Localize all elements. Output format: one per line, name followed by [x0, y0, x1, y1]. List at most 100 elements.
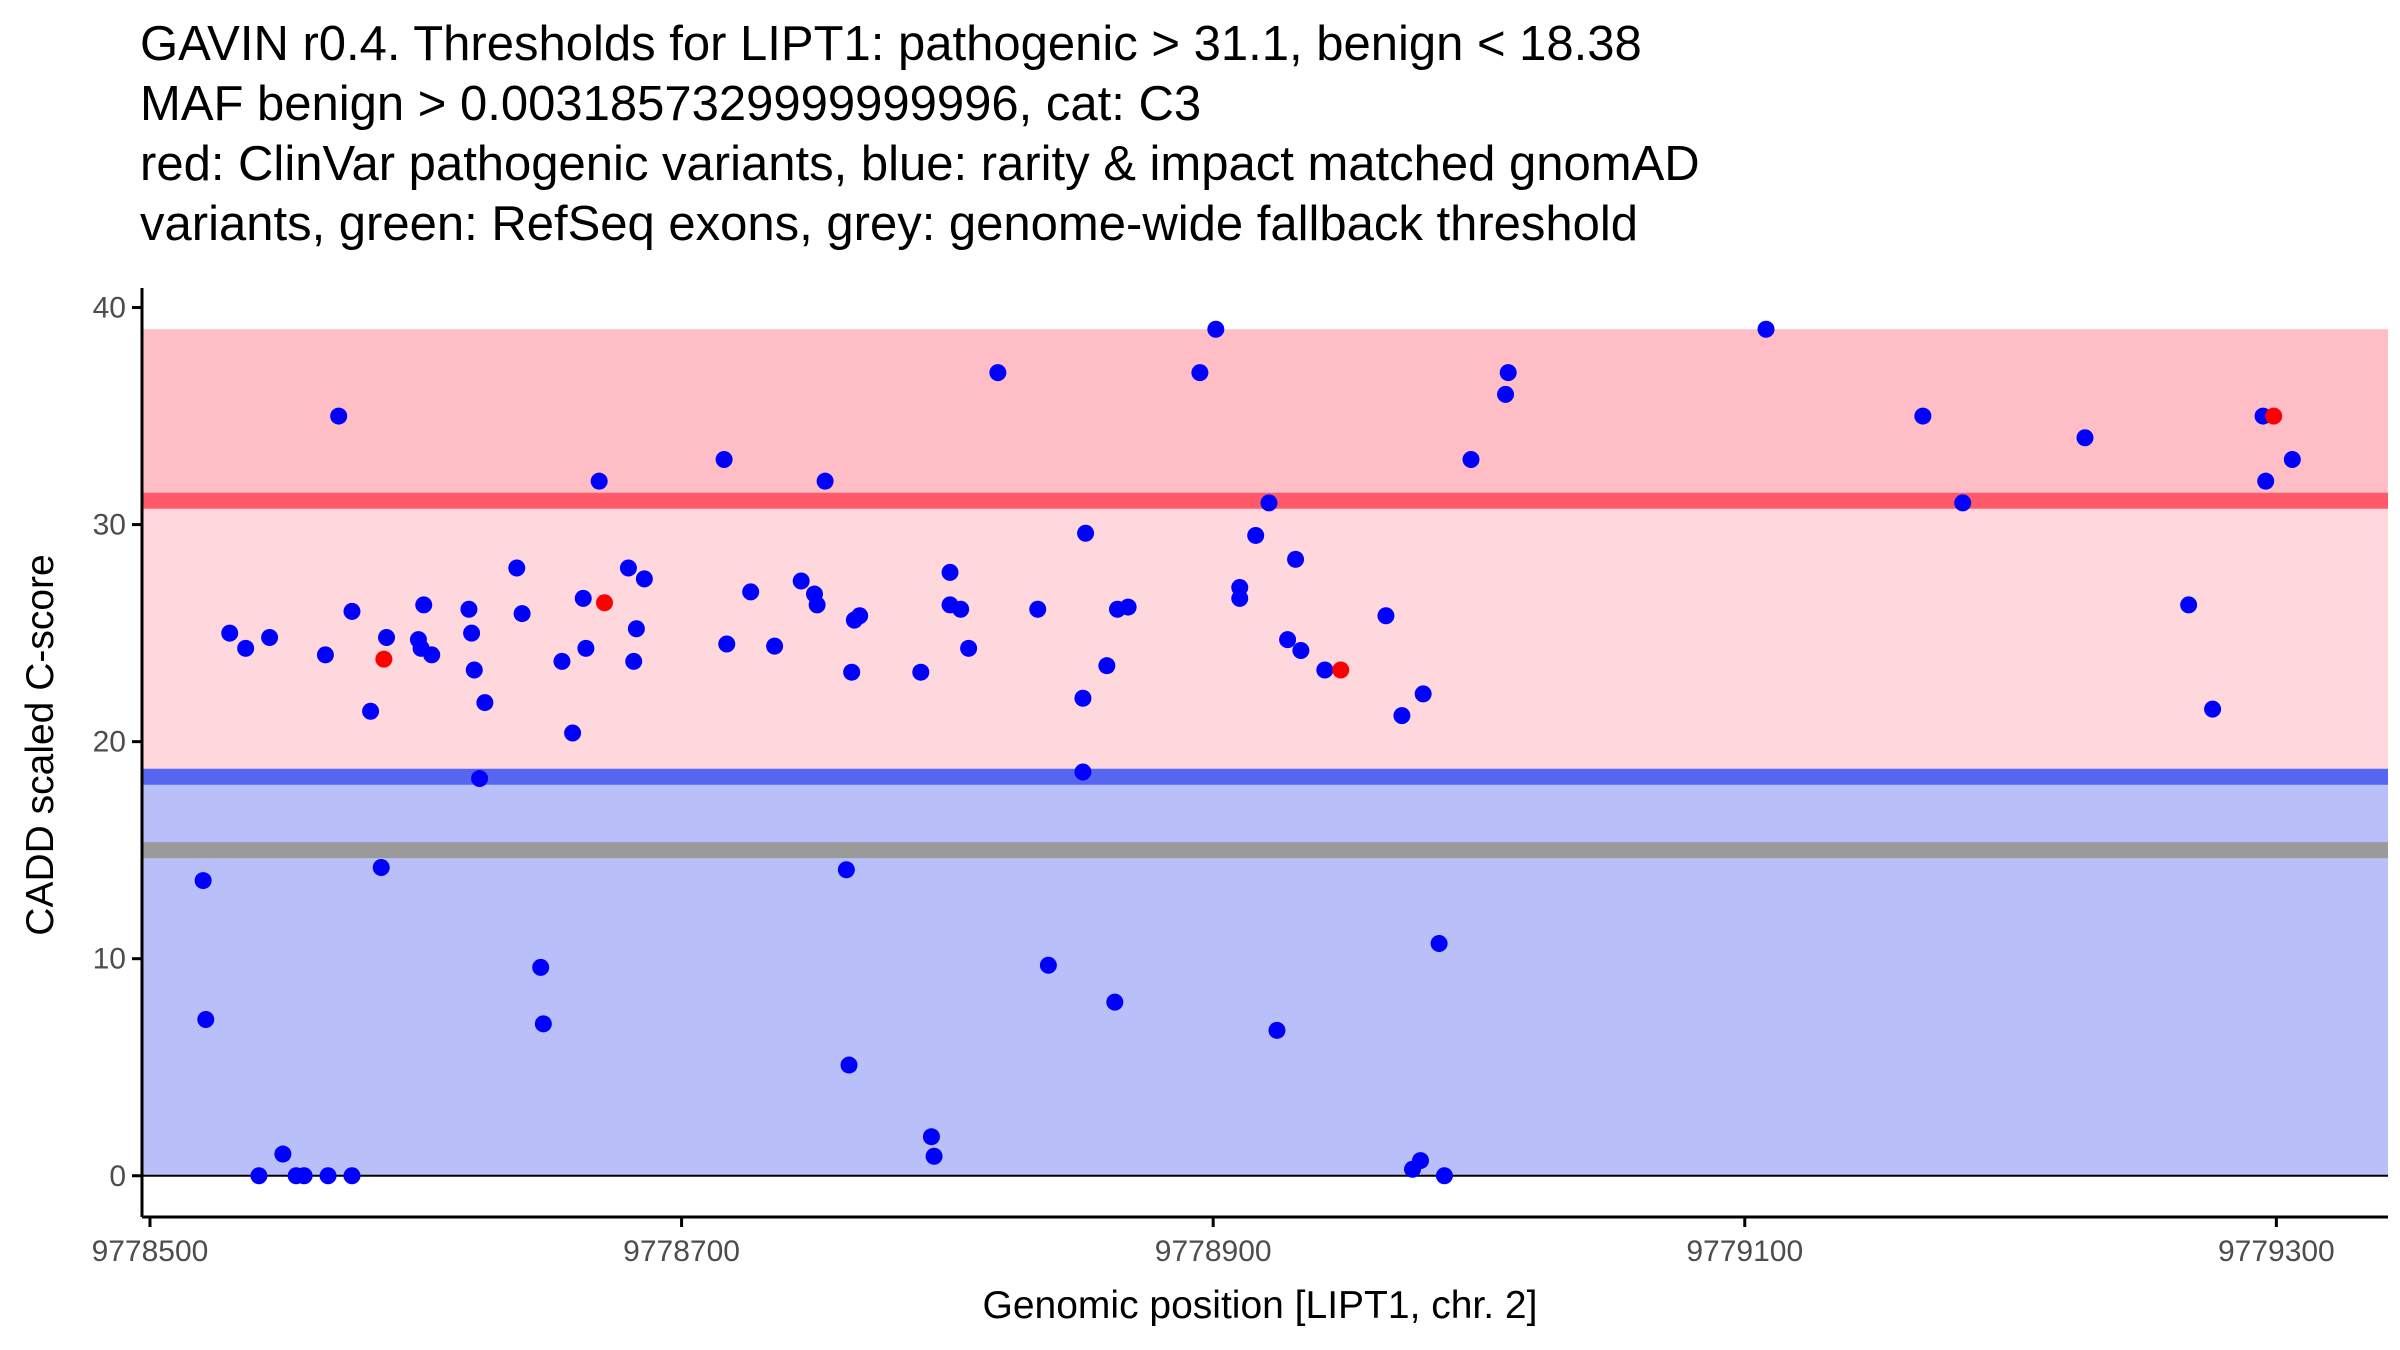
gnomad-variant-point — [1247, 526, 1265, 544]
gnomad-variant-point — [1914, 407, 1932, 425]
gnomad-variant-point — [625, 652, 643, 670]
gnomad-variant-point — [922, 1128, 940, 1146]
gnomad-variant-point — [1106, 993, 1124, 1011]
gnomad-variant-point — [912, 663, 930, 681]
gnomad-variant-point — [1377, 607, 1395, 625]
gnomad-variant-point — [1393, 707, 1411, 725]
gnomad-variant-point — [343, 1167, 361, 1185]
series-clinvar — [375, 407, 2283, 679]
y-tick-label: 10 — [93, 943, 126, 976]
gnomad-variant-point — [423, 646, 441, 664]
y-tick-label: 0 — [109, 1160, 126, 1193]
gnomad-variant-point — [1954, 494, 1972, 512]
gnomad-variant-point — [508, 559, 526, 577]
plot-panel — [142, 320, 2388, 1185]
gnomad-variant-point — [619, 559, 637, 577]
y-axis: 0 10 20 30 40 — [93, 288, 144, 1217]
gnomad-variant-point — [1119, 598, 1137, 616]
gnomad-variant-point — [1316, 661, 1334, 679]
gnomad-variant-point — [221, 624, 239, 642]
gnomad-variant-point — [465, 661, 483, 679]
gnomad-variant-point — [1074, 763, 1092, 781]
gnomad-variant-point — [635, 570, 653, 588]
gnomad-variant-point — [742, 583, 760, 601]
title-line-3: red: ClinVar pathogenic variants, blue: … — [140, 137, 1700, 191]
gnomad-variant-point — [1757, 320, 1775, 338]
gnomad-variant-point — [1430, 935, 1448, 953]
gnomad-variant-point — [2257, 472, 2275, 490]
gnomad-variant-point — [362, 702, 380, 720]
gnomad-variant-point — [2180, 596, 2198, 614]
gnomad-variant-point — [1497, 385, 1515, 403]
gnomad-variant-point — [627, 620, 645, 638]
gnomad-variant-point — [1098, 657, 1116, 675]
pathogenic-zone-lower — [142, 500, 2388, 777]
gnomad-variant-point — [1414, 685, 1432, 703]
y-tick-label: 30 — [93, 509, 126, 542]
title-line-1: GAVIN r0.4. Thresholds for LIPT1: pathog… — [140, 17, 1642, 71]
variant-points — [194, 320, 2301, 1185]
gnomad-variant-point — [1292, 641, 1310, 659]
gnomad-variant-point — [513, 605, 531, 623]
title-line-4: variants, green: RefSeq exons, grey: gen… — [140, 197, 1638, 251]
gnomad-variant-point — [718, 635, 736, 653]
title-line-2: MAF benign > 0.0031857329999999996, cat:… — [140, 77, 1201, 131]
gnomad-variant-point — [952, 600, 970, 618]
benign-zone — [142, 776, 2388, 1176]
gnomad-variant-point — [2283, 450, 2301, 468]
gnomad-variant-point — [1499, 364, 1517, 382]
gnomad-variant-point — [316, 646, 334, 664]
gnomad-variant-point — [941, 563, 959, 581]
gnomad-variant-point — [532, 958, 550, 976]
gnomad-variant-point — [816, 472, 834, 490]
gnomad-variant-point — [989, 364, 1007, 382]
clinvar-pathogenic-point — [375, 650, 393, 668]
gnomad-variant-point — [837, 861, 855, 879]
gnomad-variant-point — [840, 1056, 858, 1074]
x-tick-label: 9779100 — [1686, 1235, 1803, 1268]
gnomad-variant-point — [1260, 494, 1278, 512]
pathogenic-zone-upper — [142, 329, 2388, 501]
gnomad-variant-point — [274, 1145, 292, 1163]
gnomad-variant-point — [792, 572, 810, 590]
gnomad-variant-point — [1231, 589, 1249, 607]
gnomad-variant-point — [460, 600, 478, 618]
x-axis-title: Genomic position [LIPT1, chr. 2] — [983, 1284, 1538, 1327]
y-axis-title: CADD scaled C-score — [19, 554, 62, 935]
y-tick-label: 20 — [93, 726, 126, 759]
gnomad-variant-point — [343, 602, 361, 620]
gnomad-variant-point — [1029, 600, 1047, 618]
x-tick-label: 9778700 — [623, 1235, 740, 1268]
chart-title: GAVIN r0.4. Thresholds for LIPT1: pathog… — [140, 17, 1700, 251]
gnomad-variant-point — [851, 607, 869, 625]
gnomad-variant-point — [261, 628, 279, 646]
gnomad-variant-point — [295, 1167, 313, 1185]
gnomad-variant-point — [766, 637, 784, 655]
gnomad-variant-point — [1077, 524, 1095, 542]
x-axis-ticks: 9778500 9778700 9778900 9779100 9779300 — [92, 1217, 2335, 1268]
gnomad-variant-point — [1435, 1167, 1453, 1185]
gnomad-variant-point — [463, 624, 481, 642]
gnomad-variant-point — [237, 639, 255, 657]
x-tick-label: 9778900 — [1155, 1235, 1272, 1268]
gnomad-variant-point — [476, 694, 494, 712]
zone-bands — [142, 329, 2388, 1176]
gnomad-variant-point — [1074, 689, 1092, 707]
gnomad-variant-point — [960, 639, 978, 657]
gnomad-variant-point — [1207, 320, 1225, 338]
clinvar-pathogenic-point — [595, 594, 613, 612]
y-tick-label: 40 — [93, 292, 126, 325]
gnomad-variant-point — [577, 639, 595, 657]
gnomad-variant-point — [2076, 429, 2094, 447]
gnomad-variant-point — [534, 1015, 552, 1033]
gnomad-variant-point — [1462, 450, 1480, 468]
gnomad-variant-point — [1268, 1021, 1286, 1039]
gnomad-variant-point — [1191, 364, 1209, 382]
gnomad-variant-point — [197, 1010, 215, 1028]
x-tick-label: 9779300 — [2218, 1235, 2335, 1268]
gnomad-variant-point — [1411, 1152, 1429, 1170]
series-gnomad — [194, 320, 2301, 1185]
gnomad-variant-point — [715, 450, 733, 468]
clinvar-pathogenic-point — [1332, 661, 1350, 679]
gnomad-variant-point — [590, 472, 608, 490]
